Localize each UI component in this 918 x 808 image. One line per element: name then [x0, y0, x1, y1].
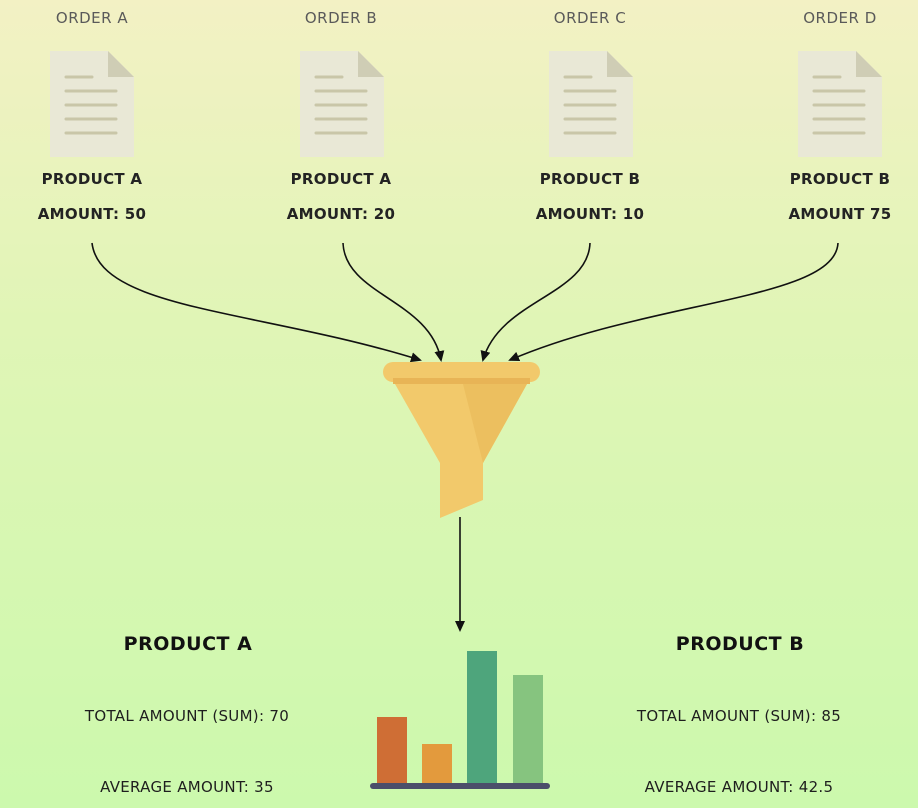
order-a-amount: AMOUNT: 50 — [37, 205, 147, 223]
flow-arrows — [91, 242, 839, 632]
summary-a-total: TOTAL AMOUNT (SUM): 70 — [84, 707, 290, 725]
order-b-amount: AMOUNT: 20 — [286, 205, 396, 223]
summary-b-total: TOTAL AMOUNT (SUM): 85 — [636, 707, 842, 725]
order-d-title: ORDER D — [803, 9, 877, 27]
bar-2 — [422, 744, 452, 784]
order-c-title: ORDER C — [553, 9, 627, 27]
summary-b-average: AVERAGE AMOUNT: 42.5 — [644, 778, 834, 796]
arrow-order-c — [480, 242, 591, 362]
arrow-order-b — [342, 242, 445, 362]
summary-a-average: AVERAGE AMOUNT: 35 — [100, 778, 274, 796]
bar-chart-icon — [370, 651, 550, 789]
bar-4 — [513, 675, 543, 784]
summary-b-title: PRODUCT B — [675, 633, 805, 655]
order-c-amount: AMOUNT: 10 — [535, 205, 645, 223]
order-a-product: PRODUCT A — [41, 170, 143, 188]
order-a-title: ORDER A — [55, 9, 129, 27]
bar-3 — [467, 651, 497, 784]
order-c-product: PRODUCT B — [539, 170, 641, 188]
order-d-product: PRODUCT B — [789, 170, 891, 188]
document-icon — [549, 51, 633, 157]
order-d-amount: AMOUNT 75 — [788, 205, 892, 223]
order-b-title: ORDER B — [304, 9, 378, 27]
bar-1 — [377, 717, 407, 784]
order-b-product: PRODUCT A — [290, 170, 392, 188]
arrow-order-d — [508, 242, 839, 362]
document-icon — [300, 51, 384, 157]
summary-a-title: PRODUCT A — [123, 633, 253, 655]
chart-baseline — [370, 783, 550, 789]
document-icon — [50, 51, 134, 157]
funnel-icon — [383, 362, 540, 518]
document-icon — [798, 51, 882, 157]
arrow-order-a — [91, 242, 422, 363]
